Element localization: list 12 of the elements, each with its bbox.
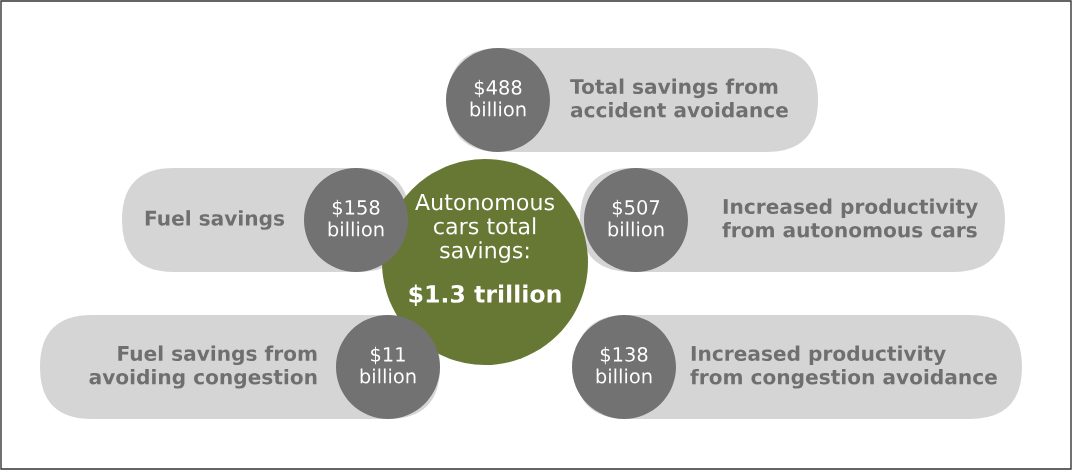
category-label: Increased productivity from autonomous cars — [722, 198, 978, 238]
category-label: Increased productivity from congestion avoidance — [690, 345, 997, 389]
category-label: Fuel savings from avoiding congestion — [89, 345, 317, 389]
data-label: $488 billion — [470, 79, 526, 117]
category-label: Fuel savings — [145, 210, 285, 230]
text: $1.3 trillion — [409, 284, 561, 306]
data-label: $11 billion — [360, 346, 416, 384]
data-label: $507 billion — [608, 199, 664, 237]
text: Autonomous cars total savings: — [415, 193, 555, 263]
data-label: $158 billion — [328, 199, 384, 237]
category-label: Total savings from accident avoidance — [570, 78, 788, 118]
data-label: $138 billion — [596, 346, 652, 384]
